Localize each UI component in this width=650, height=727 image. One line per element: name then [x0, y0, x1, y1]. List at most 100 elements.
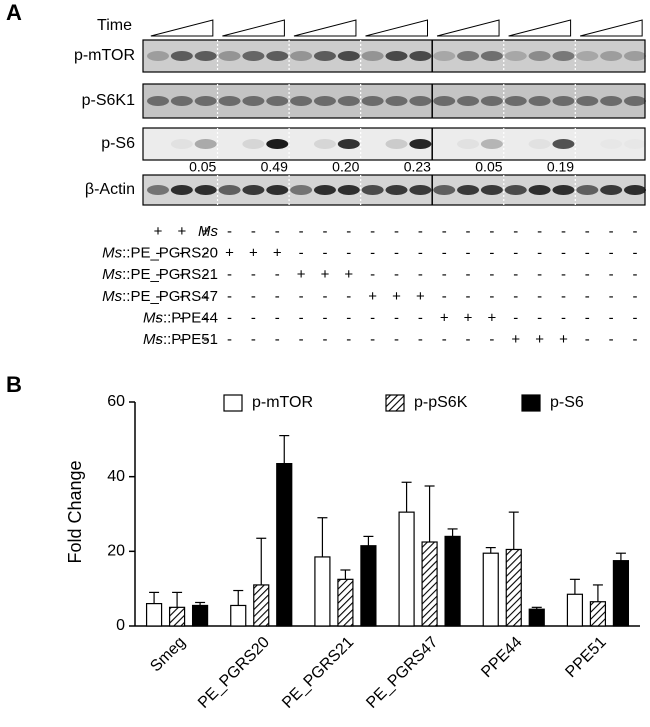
quantification-label: 0.49: [261, 159, 288, 175]
treatment-sign: -: [370, 223, 375, 240]
blot-band: [528, 51, 551, 61]
treatment-sign: -: [156, 266, 161, 283]
blot-band: [624, 96, 646, 106]
blot-band: [409, 185, 432, 195]
blot-label: p-mTOR: [74, 47, 135, 64]
blot-band: [337, 185, 360, 195]
blot-band: [242, 96, 265, 106]
treatment-sign: -: [609, 223, 614, 240]
treatment-sign: -: [537, 288, 542, 305]
treatment-sign: -: [466, 288, 471, 305]
treatment-prefix: Ms: [102, 245, 122, 262]
blot-band: [147, 51, 169, 61]
treatment-sign: -: [633, 245, 638, 262]
treatment-sign: -: [609, 309, 614, 326]
legend-label: p-pS6K: [414, 394, 468, 411]
blot-band: [361, 185, 384, 195]
treatment-sign: -: [633, 331, 638, 348]
treatment-sign: -: [346, 288, 351, 305]
treatment-sign: -: [489, 331, 494, 348]
treatment-sign: -: [561, 288, 566, 305]
treatment-sign: -: [466, 331, 471, 348]
bar: [191, 604, 209, 627]
blot-band: [337, 51, 360, 61]
treatment-sign: -: [299, 223, 304, 240]
blot-band: [313, 185, 336, 195]
treatment-sign: -: [513, 309, 518, 326]
treatment-sign: -: [227, 331, 232, 348]
bar: [589, 601, 607, 627]
quantification-label: 0.05: [189, 159, 216, 175]
treatment-sign: -: [346, 223, 351, 240]
blot-band: [170, 139, 193, 149]
bar: [398, 511, 415, 627]
x-tick-label: PE_PGRS20: [195, 634, 273, 712]
treatment-sign: +: [440, 309, 449, 326]
blot-band: [600, 51, 623, 61]
quantification-label: 0.05: [475, 159, 502, 175]
treatment-sign: -: [370, 266, 375, 283]
treatment-sign: -: [585, 288, 590, 305]
treatment-suffix: ::PPE44: [163, 309, 218, 326]
blot-band: [313, 96, 336, 106]
treatment-sign: +: [488, 309, 497, 326]
treatment-sign: -: [203, 309, 208, 326]
y-tick-label: 0: [116, 617, 125, 634]
treatment-label: Ms: [198, 223, 218, 240]
blot-band: [457, 139, 480, 149]
treatment-sign: -: [227, 223, 232, 240]
treatment-sign: -: [442, 331, 447, 348]
quantification-label: 0.20: [332, 159, 359, 175]
blot-band: [170, 185, 193, 195]
treatment-sign: -: [156, 245, 161, 262]
blot-band: [361, 96, 384, 106]
treatment-sign: -: [346, 331, 351, 348]
x-tick-label: Smeg: [147, 634, 189, 676]
treatment-sign: -: [442, 245, 447, 262]
treatment-sign: -: [346, 245, 351, 262]
bar: [505, 548, 522, 627]
treatment-sign: -: [322, 331, 327, 348]
treatment-sign: -: [275, 223, 280, 240]
time-label: Time: [97, 17, 132, 34]
treatment-sign: -: [227, 288, 232, 305]
treatment-sign: +: [273, 245, 282, 262]
treatment-sign: -: [251, 266, 256, 283]
blot-band: [385, 51, 408, 61]
blot-band: [266, 139, 289, 149]
panel-label: A: [6, 0, 22, 25]
treatment-sign: -: [394, 266, 399, 283]
treatment-sign: -: [633, 288, 638, 305]
treatment-sign: -: [442, 266, 447, 283]
treatment-sign: -: [203, 245, 208, 262]
blot-band: [457, 96, 480, 106]
treatment-sign: -: [466, 245, 471, 262]
blot-band: [170, 51, 193, 61]
bar: [528, 608, 545, 627]
blot-label: p-S6: [101, 135, 135, 152]
treatment-sign: -: [299, 309, 304, 326]
treatment-sign: +: [368, 288, 377, 305]
treatment-sign: -: [513, 245, 518, 262]
treatment-sign: -: [561, 245, 566, 262]
blot-label: p-S6K1: [82, 92, 135, 109]
treatment-sign: -: [489, 288, 494, 305]
treatment-sign: -: [489, 245, 494, 262]
treatment-sign: +: [249, 245, 258, 262]
blot-band: [409, 96, 432, 106]
treatment-sign: -: [394, 331, 399, 348]
bar: [612, 560, 630, 627]
blot-band: [409, 51, 432, 61]
treatment-sign: -: [251, 331, 256, 348]
blot-band: [361, 51, 384, 61]
treatment-sign: +: [297, 266, 306, 283]
blot-band: [600, 139, 622, 149]
treatment-sign: -: [609, 331, 614, 348]
treatment-sign: +: [154, 223, 163, 240]
blot-band: [290, 51, 313, 61]
time-wedge: [222, 19, 285, 37]
blot-band: [528, 96, 551, 106]
treatment-sign: -: [251, 309, 256, 326]
treatment-sign: -: [275, 266, 280, 283]
